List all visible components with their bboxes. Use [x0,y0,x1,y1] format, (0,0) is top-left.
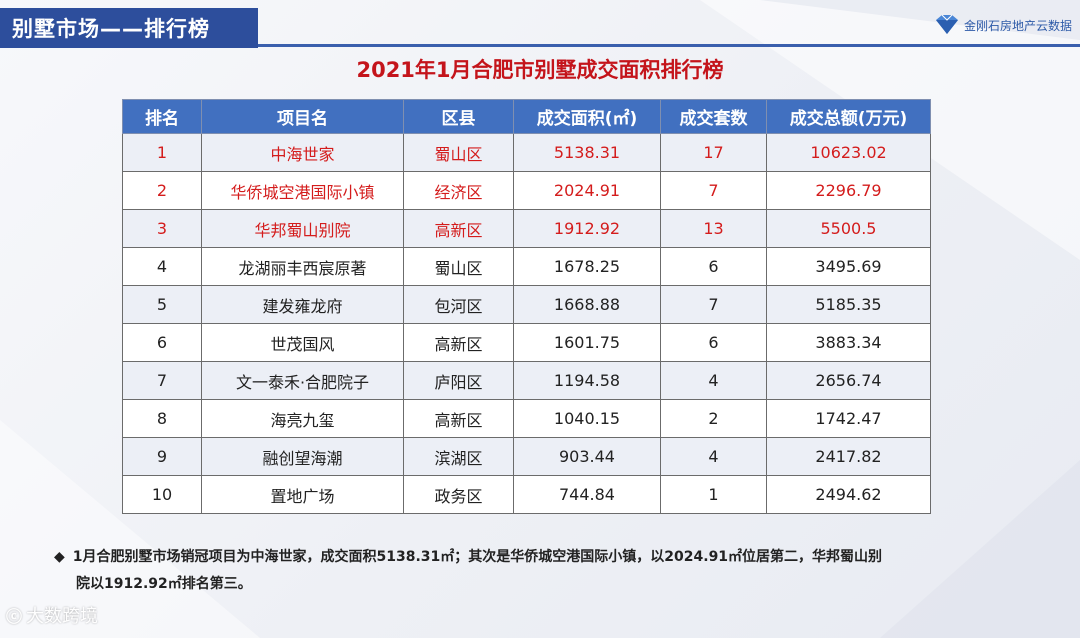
header-rule [258,44,1080,47]
cell-amount: 2494.62 [766,475,931,514]
cell-district: 滨湖区 [403,437,514,476]
cell-district: 高新区 [403,323,514,362]
cell-amount: 3495.69 [766,247,931,286]
brand-logo: 金刚石房地产云数据 [934,14,1072,36]
watermark-icon: ⓒ [6,607,23,626]
cell-project: 龙湖丽丰西宸原著 [201,247,404,286]
cell-rank: 2 [122,171,202,210]
cell-area: 1040.15 [513,399,661,438]
cell-amount: 2656.74 [766,361,931,400]
cell-project: 海亮九玺 [201,399,404,438]
cell-project: 华侨城空港国际小镇 [201,171,404,210]
cell-rank: 8 [122,399,202,438]
column-header-amount: 成交总额(万元) [766,99,931,134]
cell-district: 高新区 [403,399,514,438]
section-title: 别墅市场——排行榜 [12,17,210,41]
cell-area: 1194.58 [513,361,661,400]
cell-project: 文一泰禾·合肥院子 [201,361,404,400]
cell-area: 1678.25 [513,247,661,286]
cell-project: 建发雍龙府 [201,285,404,324]
cell-area: 1668.88 [513,285,661,324]
cell-amount: 2417.82 [766,437,931,476]
column-header-units: 成交套数 [660,99,767,134]
cell-project: 世茂国风 [201,323,404,362]
cell-project: 华邦蜀山别院 [201,209,404,248]
column-header-area: 成交面积(㎡) [513,99,661,134]
cell-rank: 1 [122,133,202,172]
cell-rank: 10 [122,475,202,514]
cell-units: 13 [660,209,767,248]
cell-units: 7 [660,171,767,210]
cell-project: 融创望海潮 [201,437,404,476]
cell-area: 2024.91 [513,171,661,210]
cell-amount: 2296.79 [766,171,931,210]
table-row: 7 文一泰禾·合肥院子 庐阳区 1194.58 4 2656.74 [122,361,931,400]
cell-rank: 6 [122,323,202,362]
cell-units: 1 [660,475,767,514]
summary-line-2: 院以1912.92㎡排名第三。 [76,576,252,592]
table-row: 1 中海世家 蜀山区 5138.31 17 10623.02 [122,133,931,172]
cell-amount: 3883.34 [766,323,931,362]
table-row: 8 海亮九玺 高新区 1040.15 2 1742.47 [122,399,931,438]
cell-area: 1912.92 [513,209,661,248]
cell-rank: 5 [122,285,202,324]
cell-district: 包河区 [403,285,514,324]
cell-district: 蜀山区 [403,133,514,172]
cell-project: 置地广场 [201,475,404,514]
brand-name: 金刚石房地产云数据 [963,18,1072,33]
page-title: 2021年1月合肥市别墅成交面积排行榜 [356,58,724,82]
diamond-logo-icon [935,14,958,34]
cell-district: 庐阳区 [403,361,514,400]
table-row: 3 华邦蜀山别院 高新区 1912.92 13 5500.5 [122,209,931,248]
table-row: 10 置地广场 政务区 744.84 1 2494.62 [122,475,931,514]
cell-units: 4 [660,437,767,476]
cell-units: 2 [660,399,767,438]
cell-rank: 9 [122,437,202,476]
table-header-row: 排名 项目名 区县 成交面积(㎡) 成交套数 成交总额(万元) [122,99,931,134]
cell-project: 中海世家 [201,133,404,172]
table-row: 9 融创望海潮 滨湖区 903.44 4 2417.82 [122,437,931,476]
cell-district: 政务区 [403,475,514,514]
cell-rank: 3 [122,209,202,248]
watermark-text: 大数跨境 [26,606,99,627]
cell-area: 903.44 [513,437,661,476]
cell-amount: 5185.35 [766,285,931,324]
cell-district: 高新区 [403,209,514,248]
cell-district: 经济区 [403,171,514,210]
cell-amount: 10623.02 [766,133,931,172]
cell-amount: 5500.5 [766,209,931,248]
cell-district: 蜀山区 [403,247,514,286]
section-header: 别墅市场——排行榜 [0,8,258,48]
column-header-rank: 排名 [122,99,202,134]
summary-line-1: 1月合肥别墅市场销冠项目为中海世家，成交面积5138.31㎡；其次是华侨城空港国… [72,549,883,565]
table-row: 6 世茂国风 高新区 1601.75 6 3883.34 [122,323,931,362]
diamond-bullet-icon: ◆ [54,549,65,565]
cell-area: 1601.75 [513,323,661,362]
cell-units: 4 [660,361,767,400]
column-header-district: 区县 [403,99,514,134]
cell-units: 6 [660,323,767,362]
cell-amount: 1742.47 [766,399,931,438]
table-row: 2 华侨城空港国际小镇 经济区 2024.91 7 2296.79 [122,171,931,210]
cell-area: 5138.31 [513,133,661,172]
column-header-project: 项目名 [201,99,404,134]
table-row: 4 龙湖丽丰西宸原著 蜀山区 1678.25 6 3495.69 [122,247,931,286]
watermark: ⓒ 大数跨境 [6,602,98,628]
cell-units: 6 [660,247,767,286]
summary-note: ◆ 1月合肥别墅市场销冠项目为中海世家，成交面积5138.31㎡；其次是华侨城空港… [54,544,1054,598]
cell-rank: 4 [122,247,202,286]
cell-area: 744.84 [513,475,661,514]
table-row: 5 建发雍龙府 包河区 1668.88 7 5185.35 [122,285,931,324]
ranking-table: 排名 项目名 区县 成交面积(㎡) 成交套数 成交总额(万元) 1 中海世家 蜀… [122,99,931,514]
cell-rank: 7 [122,361,202,400]
cell-units: 7 [660,285,767,324]
cell-units: 17 [660,133,767,172]
